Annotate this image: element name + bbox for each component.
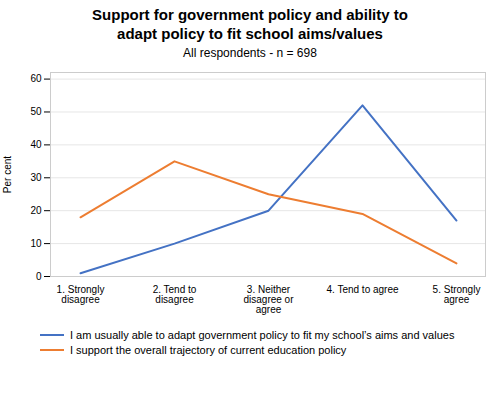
svg-text:1. Stronglydisagree: 1. Stronglydisagree <box>57 283 105 304</box>
html-text:I am usually able to adapt gov: I am usually able to adapt government po… <box>70 328 455 341</box>
svg-text:5. Stronglyagree: 5. Stronglyagree <box>433 283 481 304</box>
svg-text:0: 0 <box>36 270 42 281</box>
svg-text:30: 30 <box>30 171 42 182</box>
html-text:Support for government policy: Support for government policy and abilit… <box>92 6 408 42</box>
html-text:All respondents - n = 698: All respondents - n = 698 <box>183 45 317 60</box>
svg-text:4. Tend to agree: 4. Tend to agree <box>326 283 399 294</box>
svg-text:20: 20 <box>30 204 42 215</box>
svg-text:50: 50 <box>30 106 42 117</box>
svg-text:60: 60 <box>30 73 42 84</box>
svg-text:3. Neitherdisagree oragree: 3. Neitherdisagree oragree <box>243 283 294 314</box>
svg-text:Per cent: Per cent <box>2 155 13 192</box>
svg-text:2. Tend todisagree: 2. Tend todisagree <box>153 283 197 304</box>
html-text:I support the overall trajecto: I support the overall trajectory of curr… <box>70 343 347 356</box>
svg-text:40: 40 <box>30 139 42 150</box>
svg-text:10: 10 <box>30 237 42 248</box>
